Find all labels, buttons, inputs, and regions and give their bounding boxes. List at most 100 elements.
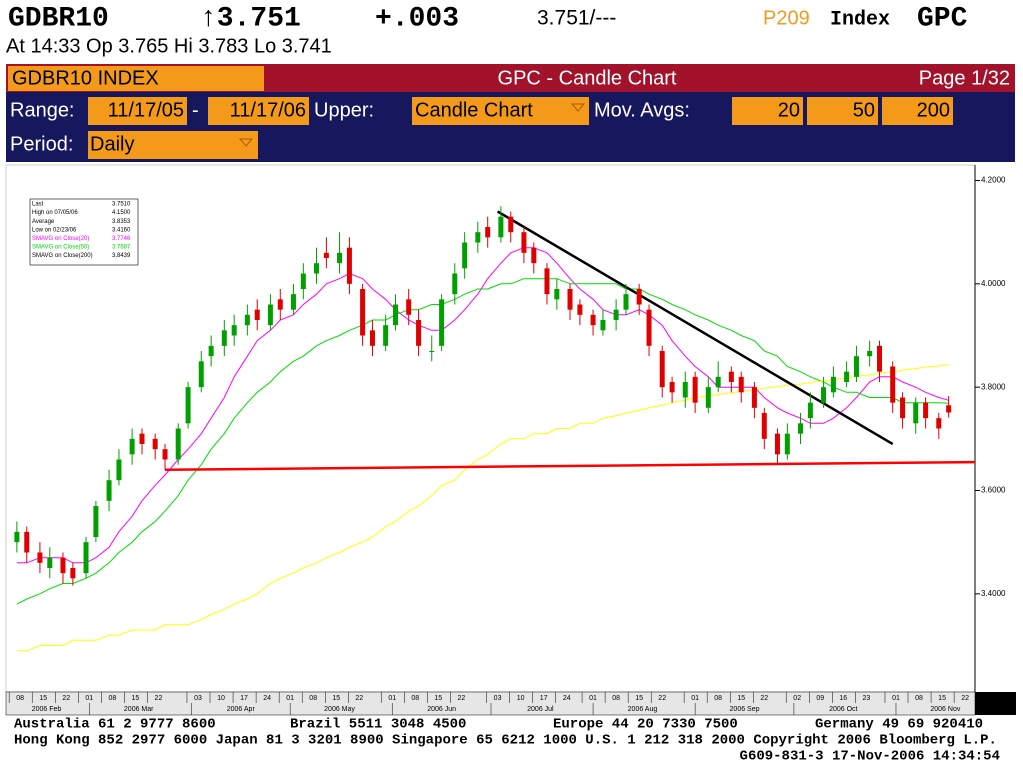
range-start-field[interactable] <box>88 97 187 125</box>
function-code: GPC <box>917 3 968 34</box>
candle-body <box>877 345 883 372</box>
mavg-field[interactable] <box>732 97 803 125</box>
legend-label: SMAVG on Close(20) <box>32 236 89 242</box>
candle-body <box>728 371 734 382</box>
candle-body <box>738 376 744 393</box>
range-end[interactable]: 11/17/06 <box>230 99 306 121</box>
trendline <box>496 210 894 446</box>
legend-value: 3.7746 <box>112 236 131 242</box>
footer-text: Australia 61 2 9777 8600 <box>14 717 216 733</box>
month-label: 2006 Feb <box>32 706 62 713</box>
stats-value: 3.4160 <box>112 227 131 233</box>
upper-label: Upper: <box>314 99 374 121</box>
candle-body <box>70 568 76 579</box>
x-tick-label: 01 <box>589 695 597 702</box>
moving-average-line <box>16 247 949 564</box>
candle-body <box>830 376 836 393</box>
candle-body <box>900 397 906 419</box>
candle-body <box>946 405 952 413</box>
range-start[interactable]: 11/17/05 <box>108 99 184 121</box>
candle-body <box>429 351 435 352</box>
screen-title: GPC - Candle Chart <box>498 67 677 89</box>
x-tick-label: 22 <box>961 695 969 702</box>
trendline <box>164 460 976 472</box>
candle-body <box>567 289 573 310</box>
x-tick-label: 22 <box>355 695 363 702</box>
x-tick-label: 15 <box>39 695 47 702</box>
candle-body <box>715 376 721 388</box>
dropdown-arrow[interactable] <box>238 138 254 147</box>
mavg-value[interactable]: 20 <box>778 99 800 121</box>
x-tick-label: 01 <box>85 695 93 702</box>
y-tick-label: 3.4000 <box>981 589 1006 598</box>
candle-body <box>323 252 329 258</box>
candle-body <box>83 542 89 574</box>
month-label: 2006 Oct <box>829 706 857 713</box>
x-tick-label: 01 <box>892 695 900 702</box>
x-tick-label: 03 <box>194 695 202 702</box>
page-number: Page 1/32 <box>919 67 1010 89</box>
stats-label: Last <box>32 202 44 208</box>
x-tick-label: 09 <box>816 695 824 702</box>
candle-body <box>554 289 560 300</box>
mavg-field[interactable] <box>882 97 953 125</box>
x-tick-label: 15 <box>938 695 946 702</box>
footer-text: Hong Kong 852 2977 6000 Japan 81 3 3201 … <box>14 733 997 749</box>
x-tick-label: 22 <box>760 695 768 702</box>
period-label: Period: <box>10 133 73 155</box>
candle-body <box>913 402 919 424</box>
x-tick-label: 15 <box>635 695 643 702</box>
candle-body <box>521 232 527 253</box>
dropdown-arrow[interactable] <box>570 103 586 112</box>
corner-box <box>975 692 1016 715</box>
candle-body <box>393 304 399 326</box>
x-tick-label: 16 <box>839 695 847 702</box>
ticker: GDBR10 <box>8 3 109 34</box>
candle-body <box>577 304 583 315</box>
stats-value: 4.1500 <box>112 210 131 216</box>
x-tick-label: 08 <box>411 695 419 702</box>
x-tick-label: 15 <box>434 695 442 702</box>
candle-body <box>821 387 827 403</box>
upper-value[interactable]: Candle Chart <box>415 99 533 121</box>
mavg-label: Mov. Avgs: <box>594 99 690 121</box>
mavg-value[interactable]: 200 <box>917 99 950 121</box>
candle-body <box>313 263 319 274</box>
candle-body <box>162 449 168 460</box>
x-tick-label: 08 <box>108 695 116 702</box>
x-tick-label: 15 <box>737 695 745 702</box>
period-value[interactable]: Daily <box>90 133 134 155</box>
period-field[interactable] <box>88 131 258 159</box>
legend-value: 3.7687 <box>112 245 131 251</box>
candle-body <box>106 480 112 501</box>
x-tick-label: 22 <box>155 695 163 702</box>
candle-body <box>531 247 537 264</box>
candle-body <box>475 232 481 243</box>
month-label: 2006 Jul <box>527 706 554 713</box>
x-tick-label: 02 <box>793 695 801 702</box>
footer-text: G609-831-3 17-Nov-2006 14:34:54 <box>740 749 1000 765</box>
security-box <box>8 66 264 91</box>
net-change: +.003 <box>375 3 459 34</box>
range-separator: - <box>192 99 199 121</box>
candle-body <box>797 423 803 434</box>
y-tick-label: 4.0000 <box>981 279 1006 288</box>
upper-field[interactable] <box>412 97 589 125</box>
x-tick-label: 08 <box>714 695 722 702</box>
candle-body <box>244 314 250 326</box>
y-tick-label: 4.2000 <box>981 176 1006 185</box>
x-tick-label: 08 <box>309 695 317 702</box>
candle-body <box>669 382 675 393</box>
candle-body <box>129 438 135 455</box>
legend-value: 3.8439 <box>112 253 131 259</box>
stats-value: 3.7510 <box>112 202 131 208</box>
range-end-field[interactable] <box>208 97 309 125</box>
candle-body <box>751 387 757 408</box>
candle-body <box>60 557 66 574</box>
x-tick-label: 10 <box>217 695 225 702</box>
candle-body <box>406 299 412 315</box>
mavg-field[interactable] <box>807 97 878 125</box>
mavg-value[interactable]: 50 <box>853 99 875 121</box>
candle-body <box>692 376 698 403</box>
